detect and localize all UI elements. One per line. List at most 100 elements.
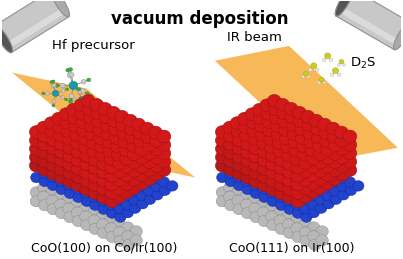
Ellipse shape: [297, 174, 310, 186]
Ellipse shape: [353, 181, 364, 191]
Ellipse shape: [292, 231, 304, 242]
Ellipse shape: [46, 163, 57, 174]
Ellipse shape: [126, 165, 140, 177]
Ellipse shape: [128, 186, 139, 197]
Ellipse shape: [239, 146, 252, 159]
Ellipse shape: [328, 156, 342, 169]
Ellipse shape: [337, 181, 348, 192]
Ellipse shape: [118, 152, 132, 165]
Ellipse shape: [91, 145, 102, 155]
Ellipse shape: [241, 163, 254, 176]
Ellipse shape: [241, 190, 253, 202]
Ellipse shape: [245, 116, 259, 129]
Ellipse shape: [115, 135, 129, 148]
Ellipse shape: [122, 207, 133, 218]
Ellipse shape: [53, 129, 66, 142]
Ellipse shape: [133, 165, 144, 175]
Ellipse shape: [284, 102, 298, 115]
Ellipse shape: [287, 166, 299, 176]
Ellipse shape: [112, 165, 126, 178]
Ellipse shape: [47, 204, 59, 215]
Ellipse shape: [253, 120, 267, 133]
Ellipse shape: [257, 198, 270, 209]
Ellipse shape: [106, 132, 120, 144]
Ellipse shape: [223, 155, 237, 168]
Ellipse shape: [327, 131, 341, 143]
Ellipse shape: [81, 196, 92, 206]
Ellipse shape: [79, 166, 93, 179]
Ellipse shape: [37, 182, 50, 193]
Ellipse shape: [328, 147, 342, 160]
Ellipse shape: [321, 169, 334, 181]
Ellipse shape: [118, 169, 132, 182]
Ellipse shape: [144, 194, 156, 205]
Ellipse shape: [135, 160, 149, 173]
Ellipse shape: [63, 180, 75, 190]
Ellipse shape: [85, 166, 97, 177]
Ellipse shape: [99, 144, 113, 157]
Ellipse shape: [256, 137, 270, 150]
Ellipse shape: [295, 140, 308, 153]
Ellipse shape: [264, 171, 275, 181]
Ellipse shape: [46, 92, 49, 95]
Ellipse shape: [141, 147, 155, 160]
Ellipse shape: [53, 138, 66, 150]
Ellipse shape: [93, 157, 106, 170]
Ellipse shape: [301, 127, 315, 140]
Ellipse shape: [60, 125, 74, 137]
Ellipse shape: [102, 136, 116, 149]
Polygon shape: [0, 0, 69, 52]
Ellipse shape: [81, 103, 95, 116]
Ellipse shape: [74, 124, 88, 137]
Ellipse shape: [280, 166, 293, 178]
Ellipse shape: [289, 170, 303, 182]
Ellipse shape: [262, 116, 276, 128]
Ellipse shape: [290, 170, 304, 182]
Ellipse shape: [37, 155, 51, 168]
Ellipse shape: [82, 111, 96, 124]
Ellipse shape: [267, 103, 281, 116]
Ellipse shape: [310, 123, 324, 135]
Ellipse shape: [313, 165, 327, 177]
Ellipse shape: [216, 187, 229, 198]
Ellipse shape: [133, 160, 147, 173]
Ellipse shape: [291, 199, 303, 210]
Ellipse shape: [133, 152, 147, 165]
Ellipse shape: [112, 182, 126, 195]
Ellipse shape: [95, 149, 108, 162]
Ellipse shape: [77, 133, 91, 145]
Ellipse shape: [125, 156, 139, 169]
Ellipse shape: [311, 139, 325, 152]
Ellipse shape: [280, 174, 295, 187]
Ellipse shape: [241, 138, 254, 150]
Ellipse shape: [140, 122, 154, 135]
Ellipse shape: [260, 99, 274, 112]
Ellipse shape: [334, 126, 349, 139]
Ellipse shape: [305, 144, 319, 157]
Ellipse shape: [98, 136, 112, 149]
Ellipse shape: [130, 235, 142, 246]
Ellipse shape: [293, 115, 307, 127]
Ellipse shape: [46, 167, 60, 180]
Ellipse shape: [272, 166, 283, 177]
Ellipse shape: [262, 149, 276, 162]
Ellipse shape: [232, 150, 246, 163]
Ellipse shape: [77, 149, 91, 162]
Ellipse shape: [126, 139, 140, 152]
Ellipse shape: [142, 172, 156, 185]
Ellipse shape: [52, 90, 59, 97]
Ellipse shape: [283, 227, 296, 239]
Ellipse shape: [110, 170, 121, 180]
Ellipse shape: [50, 81, 53, 83]
Ellipse shape: [45, 159, 59, 171]
Ellipse shape: [79, 158, 93, 170]
Ellipse shape: [119, 144, 133, 157]
Ellipse shape: [313, 173, 327, 186]
Ellipse shape: [254, 154, 268, 167]
Ellipse shape: [122, 222, 134, 233]
Ellipse shape: [256, 137, 269, 150]
Ellipse shape: [127, 178, 138, 188]
Ellipse shape: [133, 143, 147, 156]
Ellipse shape: [123, 123, 137, 135]
Ellipse shape: [297, 178, 308, 189]
